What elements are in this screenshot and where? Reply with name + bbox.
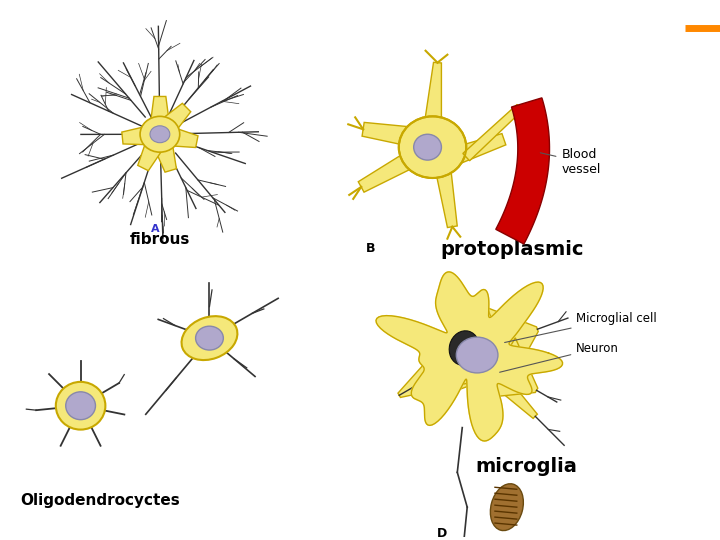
Polygon shape xyxy=(435,164,457,227)
Polygon shape xyxy=(433,372,521,390)
Polygon shape xyxy=(398,303,518,397)
Ellipse shape xyxy=(490,484,523,531)
Polygon shape xyxy=(149,97,171,134)
Polygon shape xyxy=(443,324,522,395)
Ellipse shape xyxy=(150,126,170,143)
Text: Blood
vessel: Blood vessel xyxy=(540,148,600,176)
Polygon shape xyxy=(480,338,538,398)
Text: D: D xyxy=(437,527,448,540)
Polygon shape xyxy=(451,306,520,377)
Text: B: B xyxy=(366,241,376,254)
Polygon shape xyxy=(362,123,416,147)
Text: Oligodendrocyctes: Oligodendrocyctes xyxy=(21,493,180,508)
Polygon shape xyxy=(449,133,506,166)
Polygon shape xyxy=(487,368,537,418)
Polygon shape xyxy=(463,104,523,161)
Ellipse shape xyxy=(399,116,467,178)
Polygon shape xyxy=(376,272,562,441)
Ellipse shape xyxy=(196,326,223,350)
Ellipse shape xyxy=(56,382,105,430)
Ellipse shape xyxy=(414,134,441,160)
Ellipse shape xyxy=(456,337,498,373)
Text: Neuron: Neuron xyxy=(500,342,619,372)
Text: protoplasmic: protoplasmic xyxy=(440,240,584,259)
Text: fibrous: fibrous xyxy=(130,232,190,247)
Ellipse shape xyxy=(66,392,96,420)
Polygon shape xyxy=(138,130,170,171)
Polygon shape xyxy=(423,62,441,130)
Polygon shape xyxy=(453,307,521,347)
Polygon shape xyxy=(487,308,539,378)
Ellipse shape xyxy=(140,116,180,152)
Polygon shape xyxy=(359,149,419,192)
Ellipse shape xyxy=(181,316,238,360)
Text: A: A xyxy=(150,224,159,234)
Polygon shape xyxy=(152,103,191,142)
Text: microglia: microglia xyxy=(476,457,577,476)
Polygon shape xyxy=(150,131,176,172)
Polygon shape xyxy=(122,123,161,145)
Ellipse shape xyxy=(449,331,480,365)
Polygon shape xyxy=(158,124,198,147)
Text: Microglial cell: Microglial cell xyxy=(505,312,657,342)
Polygon shape xyxy=(496,98,549,244)
